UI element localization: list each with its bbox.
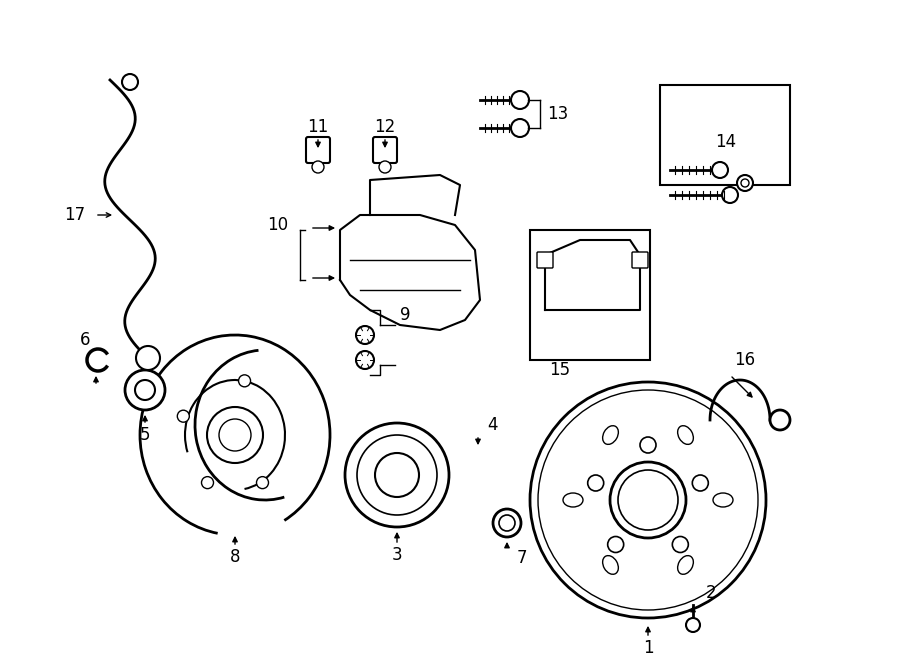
FancyBboxPatch shape [430,452,438,471]
Circle shape [770,410,790,430]
Circle shape [741,179,749,187]
Circle shape [125,370,165,410]
Circle shape [375,453,419,497]
Text: 6: 6 [80,331,90,349]
Circle shape [712,162,728,178]
FancyBboxPatch shape [430,480,438,498]
Text: 12: 12 [374,118,396,136]
Ellipse shape [713,493,733,507]
Circle shape [530,382,766,618]
Circle shape [219,419,251,451]
Text: 14: 14 [716,133,736,151]
Circle shape [356,326,374,344]
Circle shape [692,475,708,491]
Circle shape [722,187,738,203]
Ellipse shape [678,556,693,574]
Circle shape [618,470,678,530]
Text: 5: 5 [140,426,150,444]
Text: 1: 1 [643,639,653,657]
Circle shape [610,462,686,538]
Text: 3: 3 [392,546,402,564]
Circle shape [548,400,748,600]
FancyBboxPatch shape [413,500,421,519]
Circle shape [357,435,437,515]
Ellipse shape [678,426,693,444]
Circle shape [136,346,160,370]
Circle shape [122,74,138,90]
Ellipse shape [603,556,618,574]
Text: 11: 11 [308,118,328,136]
Circle shape [608,537,624,553]
Circle shape [256,477,268,488]
Circle shape [312,161,324,173]
Text: 16: 16 [734,351,756,369]
Text: 9: 9 [400,306,410,324]
Circle shape [177,410,189,422]
Text: 2: 2 [706,584,716,602]
Text: 10: 10 [267,216,289,234]
Ellipse shape [563,493,583,507]
Circle shape [238,375,250,387]
Bar [660,85,790,185]
FancyBboxPatch shape [632,252,648,268]
Circle shape [511,91,529,109]
Circle shape [499,515,515,531]
FancyBboxPatch shape [306,137,330,163]
Text: 15: 15 [549,361,571,379]
Text: 8: 8 [230,548,240,566]
Circle shape [538,390,758,610]
Circle shape [511,119,529,137]
Circle shape [202,477,213,488]
Circle shape [672,537,688,553]
Ellipse shape [603,426,618,444]
Circle shape [493,509,521,537]
Text: 13: 13 [547,105,569,123]
Circle shape [345,423,449,527]
Circle shape [135,380,155,400]
FancyBboxPatch shape [537,252,553,268]
Circle shape [640,437,656,453]
Circle shape [356,351,374,369]
Circle shape [737,175,753,191]
Text: 4: 4 [487,416,497,434]
FancyBboxPatch shape [413,432,421,449]
Circle shape [379,161,391,173]
Text: 7: 7 [517,549,527,567]
Bar [530,230,650,360]
Text: 17: 17 [65,206,86,224]
FancyBboxPatch shape [373,137,397,163]
Circle shape [207,407,263,463]
Circle shape [588,475,604,491]
Circle shape [686,618,700,632]
